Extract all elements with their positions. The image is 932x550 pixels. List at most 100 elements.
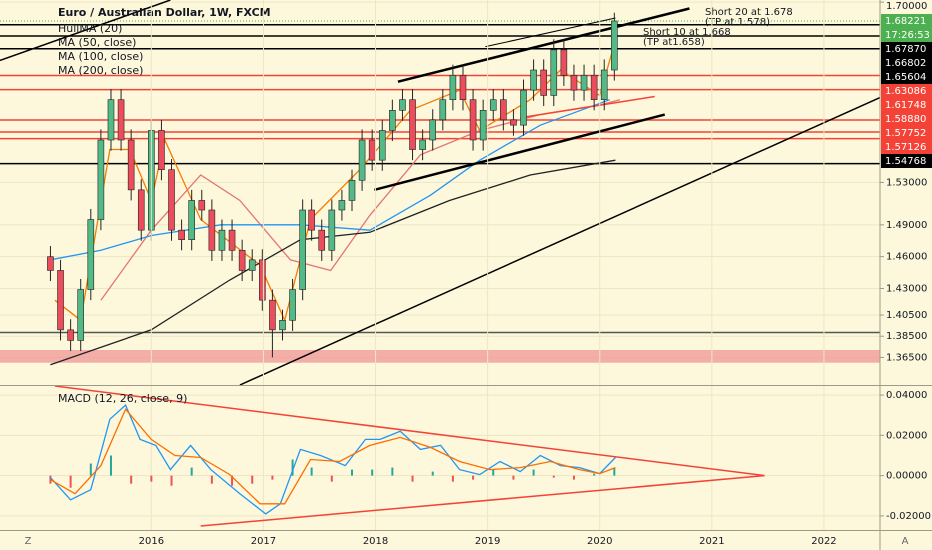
histogram-bar [231,475,234,486]
trend-line [520,95,655,119]
trend-line [397,7,690,83]
legend-entry: MA (50, close) [58,36,136,49]
price-tag [881,126,932,140]
histogram-bar [391,467,394,476]
histogram-bar [69,475,72,488]
candle-body [127,139,135,191]
price-tag-label: 1.54768 [885,156,926,167]
histogram-bar [109,455,112,476]
candle-body [318,229,326,251]
price-tag-label: 1.68221 [885,16,926,27]
candle-body [459,75,467,100]
trend-line [374,113,666,192]
price-tag [881,98,932,112]
histogram-bar [431,471,434,476]
candle-body [238,250,246,271]
histogram-bar [130,475,133,484]
x-tick-label: 2017 [251,536,276,547]
candle-body [248,259,256,271]
histogram-bar [150,475,153,482]
scale-button[interactable]: Z [20,532,36,548]
histogram-bar [310,467,313,476]
button-bg[interactable] [20,532,36,548]
histogram-bar [532,469,535,476]
histogram-bar [251,475,254,484]
candle-body [590,75,598,100]
price-tag-label: 1.61748 [885,100,926,111]
candle-body [279,320,286,331]
candle-body [218,229,226,251]
candle-body [429,119,437,141]
candle-body [550,49,558,96]
trend-line [200,474,765,527]
price-tag [881,56,932,70]
price-tag [881,140,932,154]
candle-body [328,209,336,251]
candle-body [570,75,578,91]
histogram-bar [451,475,454,482]
histogram-bar [330,475,333,482]
x-tick-label: 2021 [699,536,724,547]
candle-body [580,75,588,91]
histogram-bar [271,475,274,480]
y-tick-label: 0.04000 [886,390,927,401]
price-band [0,350,880,363]
candle-body [299,209,306,290]
candle-body [358,139,366,181]
candle-body [489,99,497,111]
y-tick-label: -0.02000 [886,511,931,522]
price-tag-label: 1.63086 [885,86,926,97]
histogram-bar [291,459,294,476]
price-tag [881,14,932,28]
trend-line [485,17,616,48]
x-tick-label: 2016 [139,536,164,547]
y-tick-label: 1.53000 [886,177,927,188]
trend-line [0,0,171,62]
y-tick-label: 1.70000 [886,1,927,12]
candle-body [409,99,416,150]
candle-body [520,89,527,126]
histogram-bar [552,475,555,478]
candle-body [469,99,477,141]
y-tick-label: 1.49000 [886,220,927,231]
x-tick-label: 2019 [475,536,500,547]
price-tag-label: 1.66802 [885,58,926,69]
candle-body [338,200,346,211]
macd-panel: MACD (12, 26, close, 9) [0,386,880,530]
candle-body [77,289,85,341]
histogram-bar [89,463,92,476]
y-tick-label: 1.43000 [886,283,927,294]
histogram-bar [492,469,495,476]
price-tag [881,84,932,98]
candle-body [611,20,618,71]
countdown-tag [881,28,932,42]
series-line [50,159,616,366]
button-label[interactable]: Z [25,536,32,547]
candle-body [368,139,376,161]
trend-line [54,386,765,477]
button-bg[interactable] [897,532,913,548]
x-tick-label: 2018 [363,536,388,547]
candle-body [500,99,507,121]
series-line [54,40,617,323]
histogram-bar [351,469,353,476]
button-label[interactable]: A [902,536,909,547]
y-tick-label: 1.36500 [886,352,927,363]
candle-body [419,139,426,150]
histogram-bar [512,475,515,480]
candle-body [107,99,115,141]
candle-body [540,69,547,96]
scale-button[interactable]: A [897,532,913,548]
candle-body [389,110,396,131]
candle-body [510,119,517,126]
candle-body [198,200,206,211]
series-line [50,407,616,505]
candle-body [269,299,276,331]
candle-body [399,99,406,111]
legend-entry: MA (100, close) [58,50,143,63]
candle-body [378,130,386,161]
series-line [50,99,611,261]
price-tag-label: 1.67870 [885,44,926,55]
